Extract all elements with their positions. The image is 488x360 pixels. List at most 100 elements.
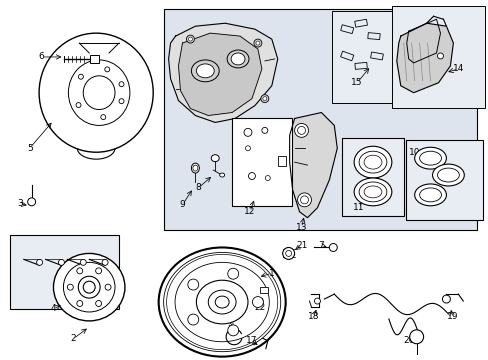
- Text: 1: 1: [268, 269, 274, 278]
- Ellipse shape: [358, 151, 386, 173]
- Polygon shape: [178, 33, 262, 116]
- Ellipse shape: [364, 155, 381, 169]
- Ellipse shape: [192, 165, 198, 171]
- Ellipse shape: [353, 146, 391, 178]
- Ellipse shape: [208, 290, 236, 314]
- Ellipse shape: [158, 247, 285, 357]
- Circle shape: [119, 82, 124, 87]
- Text: 20: 20: [402, 336, 413, 345]
- Circle shape: [102, 260, 108, 265]
- Ellipse shape: [364, 186, 381, 198]
- Circle shape: [80, 260, 86, 265]
- Circle shape: [119, 99, 124, 104]
- Text: 13: 13: [295, 223, 306, 232]
- Ellipse shape: [432, 164, 463, 186]
- Circle shape: [437, 53, 443, 59]
- Text: 9: 9: [179, 200, 185, 209]
- Ellipse shape: [248, 172, 255, 180]
- Circle shape: [442, 295, 449, 303]
- Circle shape: [285, 251, 291, 256]
- Text: 4: 4: [51, 305, 56, 314]
- Circle shape: [77, 268, 82, 274]
- Bar: [332, 11, 424, 103]
- Circle shape: [188, 37, 192, 41]
- Circle shape: [28, 198, 36, 206]
- Ellipse shape: [265, 176, 270, 180]
- Text: 8: 8: [195, 184, 201, 193]
- Circle shape: [96, 268, 102, 274]
- Text: 2: 2: [70, 334, 76, 343]
- Ellipse shape: [175, 262, 269, 342]
- Circle shape: [187, 279, 198, 290]
- Circle shape: [77, 301, 82, 306]
- Bar: [405, 140, 482, 220]
- Circle shape: [227, 268, 238, 279]
- Text: 14: 14: [452, 64, 463, 73]
- Circle shape: [252, 297, 263, 307]
- Ellipse shape: [211, 155, 219, 162]
- Ellipse shape: [39, 33, 153, 152]
- Circle shape: [104, 67, 109, 72]
- Circle shape: [253, 39, 262, 47]
- Ellipse shape: [83, 76, 115, 109]
- Text: 10: 10: [408, 148, 420, 157]
- Circle shape: [187, 314, 198, 325]
- Ellipse shape: [353, 178, 391, 206]
- Circle shape: [314, 298, 320, 304]
- Bar: [391, 6, 484, 108]
- Ellipse shape: [53, 253, 124, 321]
- Ellipse shape: [215, 296, 229, 308]
- Ellipse shape: [78, 276, 100, 298]
- Ellipse shape: [419, 151, 441, 165]
- Ellipse shape: [414, 184, 446, 206]
- Ellipse shape: [245, 146, 250, 151]
- Ellipse shape: [63, 262, 115, 312]
- Text: 3: 3: [17, 199, 22, 208]
- Text: 7: 7: [318, 241, 324, 250]
- Ellipse shape: [219, 173, 224, 177]
- Ellipse shape: [419, 188, 441, 202]
- Circle shape: [255, 41, 259, 45]
- Text: 22: 22: [254, 302, 265, 311]
- Polygon shape: [289, 113, 337, 218]
- Ellipse shape: [414, 147, 446, 169]
- Text: 11: 11: [353, 203, 364, 212]
- Circle shape: [67, 284, 73, 290]
- Bar: [90, 55, 99, 63]
- Ellipse shape: [262, 127, 267, 133]
- Circle shape: [300, 196, 308, 204]
- Bar: [259, 287, 267, 293]
- Text: 17: 17: [245, 336, 257, 345]
- Circle shape: [297, 193, 311, 207]
- Ellipse shape: [68, 60, 130, 125]
- Circle shape: [101, 114, 105, 120]
- Circle shape: [282, 247, 294, 260]
- Circle shape: [260, 95, 268, 103]
- Ellipse shape: [191, 60, 219, 82]
- Ellipse shape: [437, 168, 458, 182]
- Polygon shape: [168, 23, 277, 122]
- Circle shape: [76, 103, 81, 108]
- Bar: [342, 138, 403, 216]
- Ellipse shape: [83, 281, 95, 293]
- Ellipse shape: [196, 64, 214, 78]
- Text: 12: 12: [244, 207, 255, 216]
- Text: 19: 19: [446, 312, 457, 321]
- Circle shape: [59, 260, 64, 265]
- Ellipse shape: [226, 50, 248, 68]
- Bar: [163, 9, 476, 230]
- Text: 21: 21: [295, 241, 306, 250]
- Text: 6: 6: [39, 53, 44, 62]
- Ellipse shape: [196, 280, 247, 324]
- Bar: [277, 156, 285, 166]
- Circle shape: [96, 301, 102, 306]
- Circle shape: [78, 74, 83, 79]
- Ellipse shape: [231, 53, 244, 65]
- Circle shape: [105, 284, 111, 290]
- Bar: [10, 235, 119, 309]
- Text: 15: 15: [351, 78, 362, 87]
- Circle shape: [297, 126, 305, 134]
- Text: 18: 18: [307, 312, 319, 321]
- Circle shape: [227, 325, 238, 336]
- Ellipse shape: [191, 163, 199, 173]
